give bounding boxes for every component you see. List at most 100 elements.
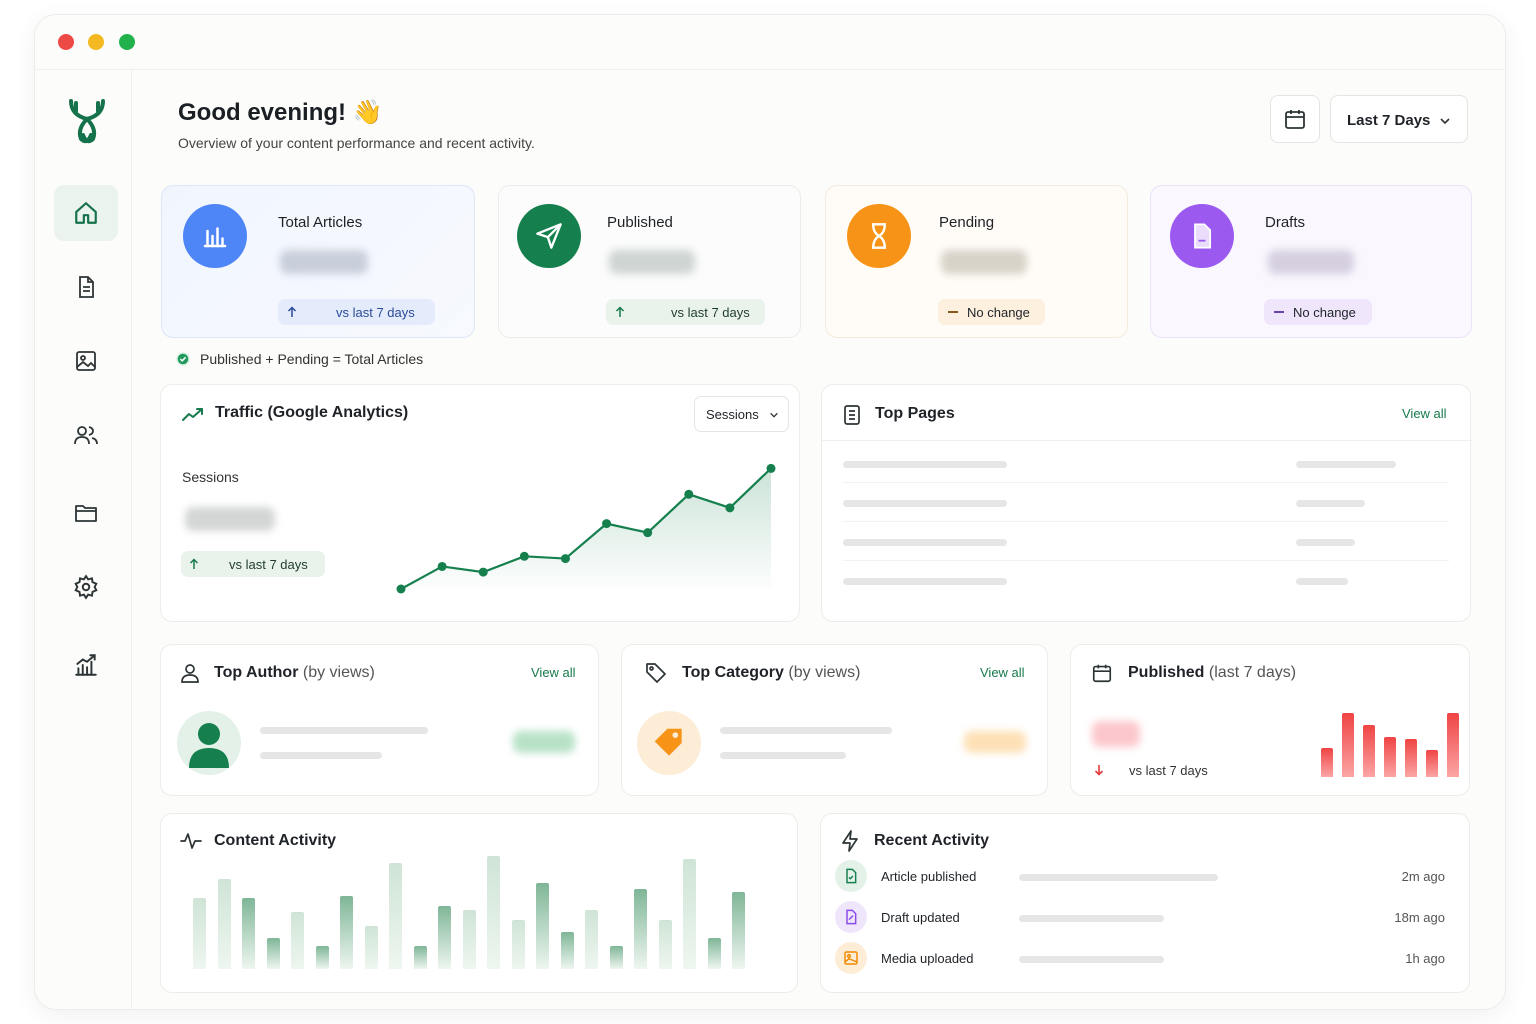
list-item [1296,461,1396,468]
traffic-point[interactable] [684,489,694,499]
top-pages-title: Top Pages [875,405,955,422]
activity-detail-placeholder [1019,956,1164,963]
author-meta-placeholder [260,752,382,759]
maximize-window-button[interactable] [119,34,135,50]
published-week-value-redacted [1092,721,1140,747]
users-icon [74,426,98,445]
sidebar-item-analytics[interactable] [54,637,118,693]
sidebar-item-home[interactable] [54,185,118,241]
traffic-point[interactable] [478,567,488,577]
top-pages-view-all-link[interactable]: View all [1402,406,1447,421]
activity-time: 2m ago [1401,869,1445,884]
traffic-point[interactable] [519,551,529,561]
activity-row[interactable]: Article published 2m ago [835,860,1445,894]
activity-bar [708,938,721,969]
stat-label: Drafts [1265,214,1306,231]
activity-bar [242,898,255,969]
activity-bar [732,892,745,969]
list-item [1296,539,1355,546]
activity-detail-placeholder [1019,874,1218,881]
sidebar-item-articles[interactable] [54,259,118,315]
content-activity-chart [193,856,763,969]
stat-value-redacted [941,250,1027,274]
category-meta-placeholder [720,752,846,759]
sidebar-item-settings[interactable] [54,559,118,615]
published-week-suffix: (last 7 days) [1208,664,1297,681]
sidebar-item-folders[interactable] [54,485,118,541]
activity-bar [389,863,402,969]
document-icon [835,901,867,933]
stat-value-redacted [1268,250,1354,274]
formula-note-text: Published + Pending = Total Articles [200,351,424,367]
metric-select-label: Sessions [706,407,759,422]
arrow-down-icon [1094,765,1104,776]
divider [843,560,1449,561]
traffic-point[interactable] [437,561,447,571]
published-week-bars [1301,713,1459,777]
sidebar-item-media[interactable] [54,333,118,389]
published-week-change-text: vs last 7 days [1129,763,1208,778]
stat-value-redacted [280,250,368,274]
top-category-card: Top Category (by views) View all [621,644,1048,796]
stat-card-published[interactable]: Published vs last 7 days [498,185,801,338]
traffic-point[interactable] [396,584,406,594]
top-author-card: Top Author (by views) View all [160,644,599,796]
activity-bar [316,946,329,969]
greeting-text: Good evening! [178,99,346,126]
published-bar [1342,713,1354,777]
stat-card-pending[interactable]: Pending No change [825,185,1128,338]
stat-card-total[interactable]: Total Articles vs last 7 days [161,185,475,338]
activity-time: 18m ago [1394,910,1445,925]
date-range-label: Last 7 Days [1347,112,1431,129]
list-document-icon [844,405,860,425]
author-name-placeholder [260,727,428,734]
activity-row[interactable]: Draft updated 18m ago [835,901,1445,935]
formula-note: Published + Pending = Total Articles [176,351,423,367]
chevron-down-icon [770,412,778,418]
stat-card-drafts[interactable]: Drafts No change [1150,185,1472,338]
top-category-title-text: Top Category [682,664,784,681]
activity-bar [487,856,500,969]
trending-up-icon [182,408,203,421]
traffic-point[interactable] [725,503,735,513]
recent-activity-title: Recent Activity [874,832,989,849]
user-icon [181,664,199,683]
recent-activity-card: Recent Activity Article published 2m ago… [820,813,1470,993]
avatar-person-icon [189,723,229,768]
wave-emoji: 👋 [352,99,383,126]
calendar-button[interactable] [1270,95,1320,143]
list-item [843,539,1007,546]
metric-select[interactable]: Sessions [694,396,789,432]
minimize-window-button[interactable] [88,34,104,50]
top-pages-card: Top Pages View all [821,384,1472,622]
published-bar [1363,725,1375,777]
sidebar-item-users[interactable] [54,407,118,463]
traffic-point[interactable] [560,554,570,564]
traffic-point[interactable] [643,528,653,538]
activity-row[interactable]: Media uploaded 1h ago [835,942,1445,976]
stat-change-badge: vs last 7 days [606,299,765,325]
lightning-icon [842,830,858,852]
traffic-point[interactable] [602,519,612,529]
list-item [1296,578,1348,585]
document-icon [79,276,94,298]
arrow-up-icon [615,306,625,317]
activity-bar [291,912,304,969]
close-window-button[interactable] [58,34,74,50]
traffic-chart [396,463,776,594]
traffic-line [400,467,772,590]
traffic-point[interactable] [766,463,776,473]
date-range-select[interactable]: Last 7 Days [1330,95,1468,143]
content-activity-title: Content Activity [214,832,337,849]
published-week-title: Published (last 7 days) [1128,664,1296,682]
published-week-card: Published (last 7 days) vs last 7 days [1070,644,1470,796]
top-category-view-all-link[interactable]: View all [980,665,1025,680]
bar-chart-icon [183,204,247,268]
activity-bar [340,896,353,969]
traffic-area [401,468,771,589]
activity-time: 1h ago [1405,951,1445,966]
divider [843,482,1449,483]
top-author-view-all-link[interactable]: View all [531,665,576,680]
calendar-icon [1285,110,1305,129]
avatar [177,711,241,775]
